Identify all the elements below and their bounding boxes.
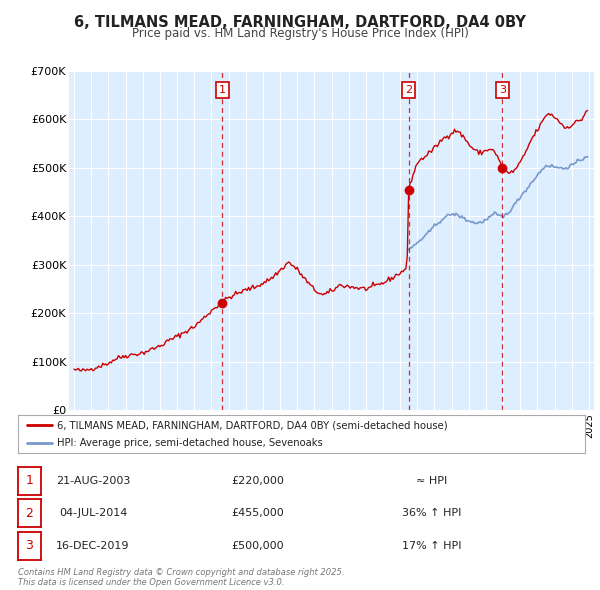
Text: £455,000: £455,000: [232, 509, 284, 518]
Text: 1: 1: [25, 474, 34, 487]
Text: Price paid vs. HM Land Registry's House Price Index (HPI): Price paid vs. HM Land Registry's House …: [131, 27, 469, 40]
Text: 6, TILMANS MEAD, FARNINGHAM, DARTFORD, DA4 0BY: 6, TILMANS MEAD, FARNINGHAM, DARTFORD, D…: [74, 15, 526, 30]
Text: 17% ↑ HPI: 17% ↑ HPI: [402, 541, 462, 550]
Text: £220,000: £220,000: [232, 476, 284, 486]
Text: 21-AUG-2003: 21-AUG-2003: [56, 476, 130, 486]
Text: 2: 2: [25, 507, 34, 520]
Text: 04-JUL-2014: 04-JUL-2014: [59, 509, 127, 518]
Text: 2: 2: [405, 85, 412, 95]
Text: 1: 1: [219, 85, 226, 95]
Text: 3: 3: [25, 539, 34, 552]
Text: HPI: Average price, semi-detached house, Sevenoaks: HPI: Average price, semi-detached house,…: [56, 438, 322, 448]
Text: 6, TILMANS MEAD, FARNINGHAM, DARTFORD, DA4 0BY (semi-detached house): 6, TILMANS MEAD, FARNINGHAM, DARTFORD, D…: [56, 420, 447, 430]
Text: £500,000: £500,000: [232, 541, 284, 550]
Text: 36% ↑ HPI: 36% ↑ HPI: [403, 509, 461, 518]
Text: ≈ HPI: ≈ HPI: [416, 476, 448, 486]
Text: 16-DEC-2019: 16-DEC-2019: [56, 541, 130, 550]
Text: 3: 3: [499, 85, 506, 95]
Text: Contains HM Land Registry data © Crown copyright and database right 2025.
This d: Contains HM Land Registry data © Crown c…: [18, 568, 344, 587]
